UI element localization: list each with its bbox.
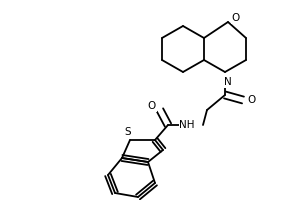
Text: O: O xyxy=(232,13,240,23)
Text: O: O xyxy=(247,95,255,105)
Text: N: N xyxy=(224,77,232,87)
Text: S: S xyxy=(125,127,131,137)
Text: O: O xyxy=(148,101,156,111)
Text: NH: NH xyxy=(179,120,195,130)
